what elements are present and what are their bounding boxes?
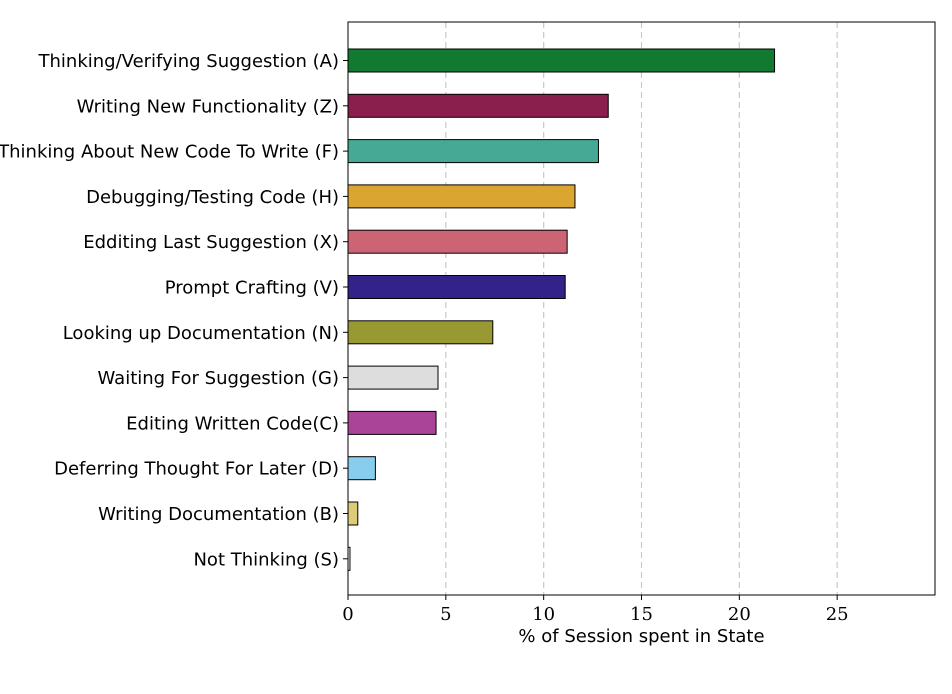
bar [347, 93, 609, 118]
category-label: Deferring Thought For Later (D) [54, 459, 339, 480]
x-axis-title: % of Session spent in State [518, 626, 764, 647]
category-label: Edditing Last Suggestion (X) [83, 232, 339, 253]
category-label: Prompt Crafting (V) [165, 278, 339, 299]
category-label: Waiting For Suggestion (G) [98, 368, 339, 389]
x-tick-label: 25 [826, 604, 849, 625]
category-label: Writing Documentation (B) [98, 504, 339, 525]
bar [347, 139, 599, 164]
x-tick-label: 0 [342, 604, 353, 625]
category-label: Not Thinking (S) [193, 549, 339, 570]
y-category-labels: Thinking/Verifying Suggestion (A) Writing… [0, 51, 348, 570]
x-tick-label: 5 [440, 604, 451, 625]
bar [347, 275, 566, 299]
bar [347, 501, 359, 526]
bar [347, 229, 568, 254]
x-ticks: 0 5 10 15 20 25 [342, 595, 849, 625]
category-label: Thinking About New Code To Write (F) [0, 142, 339, 163]
category-label: Writing New Functionality (Z) [77, 96, 339, 117]
x-tick-label: 15 [630, 604, 653, 625]
bar [347, 365, 439, 390]
category-label: Editing Written Code(C) [126, 413, 339, 434]
bar [347, 456, 376, 481]
category-label: Looking up Documentation (N) [63, 323, 339, 344]
bar [347, 48, 776, 73]
bar [347, 320, 494, 345]
bar [347, 184, 576, 209]
bar [347, 410, 437, 435]
category-label: Thinking/Verifying Suggestion (A) [38, 51, 339, 72]
category-label: Debugging/Testing Code (H) [86, 187, 339, 208]
x-tick-label: 20 [728, 604, 751, 625]
bars [347, 48, 776, 571]
x-tick-label: 10 [532, 604, 555, 625]
